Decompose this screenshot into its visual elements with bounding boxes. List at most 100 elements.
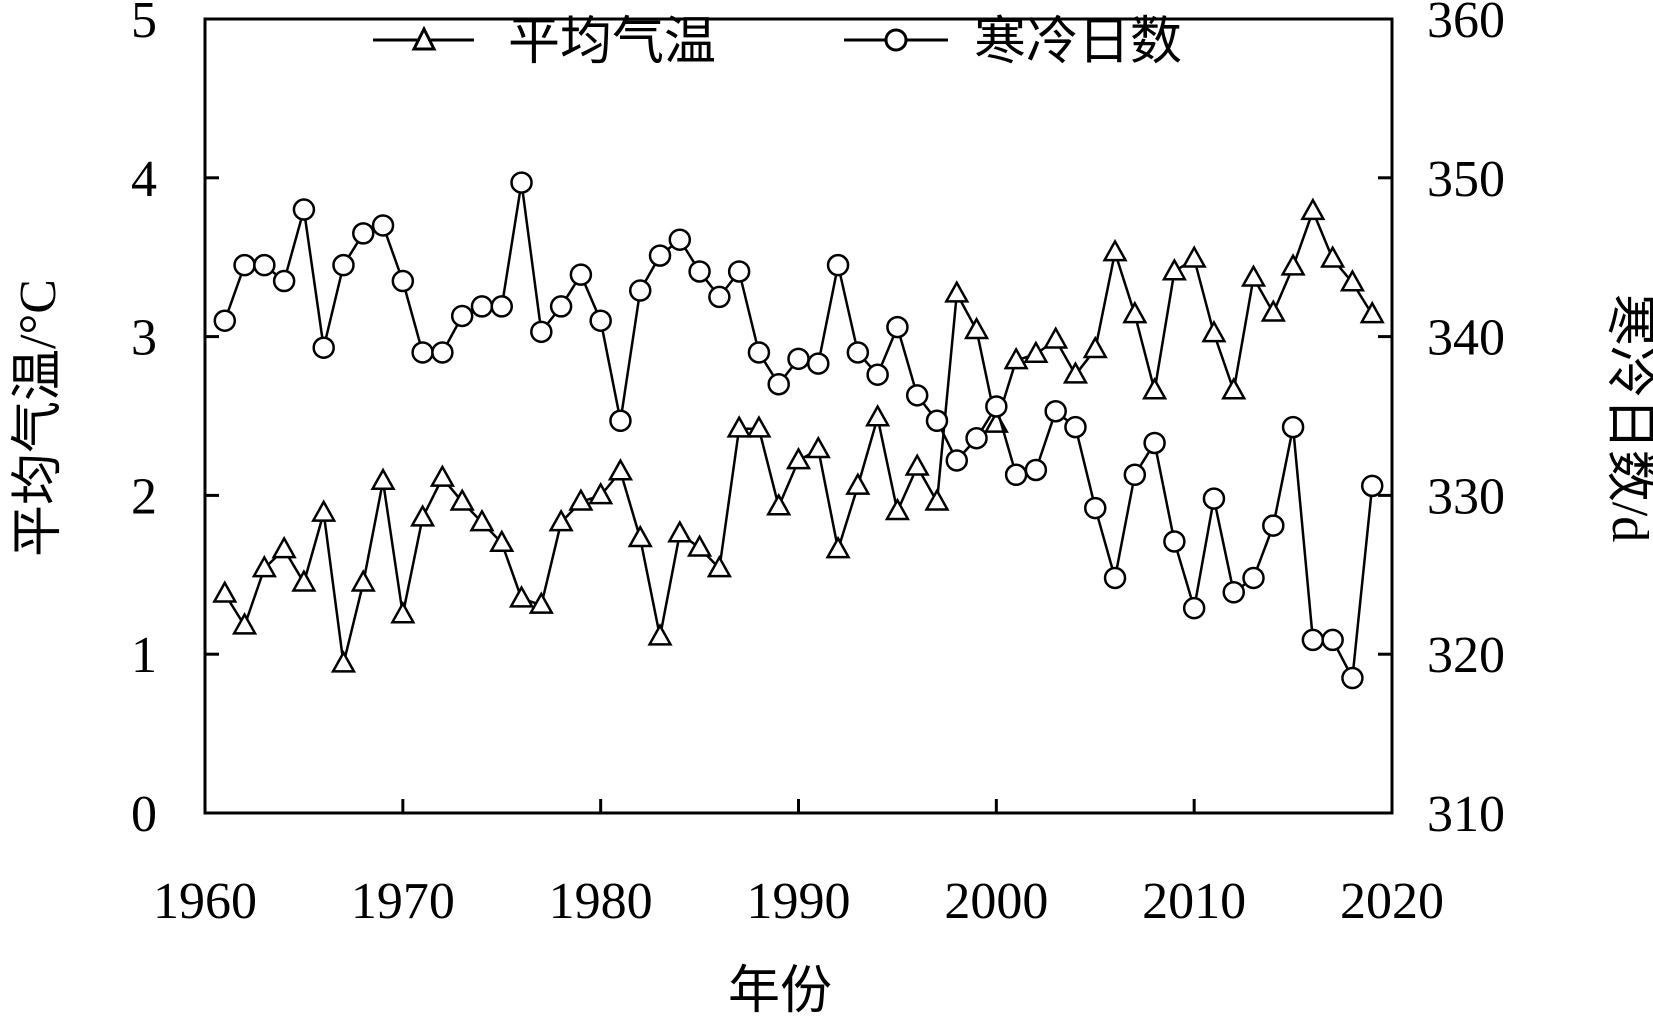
data-point-cold-days: [1242, 566, 1265, 590]
data-point-temperature: [1122, 300, 1148, 324]
data-point-temperature: [212, 580, 238, 603]
y-left-tick-label: 1: [131, 627, 157, 684]
data-point-temperature: [1339, 269, 1366, 292]
data-point-temperature: [548, 508, 574, 532]
data-point-temperature: [271, 535, 297, 559]
data-point-cold-days: [668, 228, 692, 251]
x-tick-label: 1960: [153, 873, 257, 930]
data-point-cold-days: [450, 304, 474, 328]
data-point-cold-days: [945, 449, 969, 472]
data-point-temperature: [1043, 326, 1069, 349]
data-point-temperature: [311, 499, 337, 522]
data-point-temperature: [667, 519, 693, 543]
data-point-cold-days: [708, 285, 731, 309]
data-point-cold-days: [1182, 596, 1206, 620]
data-point-temperature: [1300, 197, 1326, 221]
data-point-cold-days: [490, 295, 513, 318]
data-point-temperature: [1062, 361, 1089, 384]
data-point-cold-days: [985, 395, 1008, 418]
data-point-cold-days: [787, 347, 810, 371]
data-point-cold-days: [1281, 415, 1305, 439]
y-right-tick-label: 330: [1427, 468, 1505, 525]
data-point-temperature: [410, 504, 436, 527]
data-point-cold-days: [628, 279, 652, 302]
data-point-temperature: [726, 415, 752, 438]
y-right-tick-label: 310: [1427, 786, 1505, 843]
data-point-cold-days: [1262, 514, 1285, 537]
data-point-temperature: [766, 492, 792, 516]
data-point-temperature: [1240, 264, 1267, 287]
y-axis-title-left: 平均气温/°C: [10, 279, 67, 557]
legend-entry-temperature: 平均气温: [373, 14, 716, 71]
data-point-temperature: [825, 535, 851, 559]
data-point-cold-days: [866, 363, 889, 386]
data-point-cold-days: [1123, 463, 1147, 487]
x-axis-title: 年份: [728, 963, 832, 1020]
plot-frame: [203, 17, 1394, 815]
data-point-temperature: [231, 612, 258, 635]
data-point-temperature: [1280, 253, 1306, 276]
data-point-cold-days: [826, 253, 850, 277]
y-right-tick-label: 350: [1427, 151, 1505, 208]
data-point-cold-days: [312, 336, 335, 359]
y-axis-title-right: 寒冷日数/d: [1601, 294, 1653, 542]
data-point-temperature: [904, 453, 930, 476]
data-point-cold-days: [233, 253, 256, 277]
series-layer: [212, 171, 1385, 690]
data-point-temperature: [568, 488, 594, 511]
data-point-temperature: [706, 554, 732, 578]
y-left-tick-label: 0: [131, 786, 157, 843]
data-point-cold-days: [688, 260, 711, 283]
data-point-cold-days: [1103, 566, 1127, 590]
data-point-temperature: [1221, 377, 1247, 400]
data-point-cold-days: [1360, 474, 1384, 498]
x-tick-label: 1970: [351, 873, 455, 930]
data-point-cold-days: [411, 341, 434, 364]
data-point-cold-days: [807, 352, 830, 375]
x-tick-label: 2010: [1142, 873, 1246, 930]
data-point-cold-days: [1044, 399, 1067, 423]
data-point-temperature: [1023, 340, 1049, 364]
data-point-temperature: [1161, 257, 1187, 281]
legend-marker-temperature: [411, 25, 437, 51]
y-left-tick-label: 4: [131, 151, 157, 208]
data-point-cold-days: [510, 171, 533, 194]
data-point-temperature: [291, 569, 317, 592]
legend-label-cold-days: 寒冷日数: [974, 14, 1182, 71]
data-point-temperature: [746, 415, 772, 438]
data-point-cold-days: [530, 320, 553, 344]
x-tick-label: 2000: [944, 873, 1048, 930]
data-point-temperature: [251, 554, 277, 578]
data-point-cold-days: [609, 409, 632, 433]
data-point-cold-days: [1024, 458, 1048, 482]
data-point-cold-days: [1301, 628, 1325, 652]
data-point-temperature: [508, 585, 535, 608]
data-point-cold-days: [648, 244, 672, 267]
data-point-cold-days: [352, 222, 375, 245]
data-point-temperature: [1201, 319, 1227, 343]
data-point-temperature: [528, 591, 554, 614]
data-point-cold-days: [1321, 628, 1344, 652]
data-point-temperature: [1142, 377, 1168, 400]
data-point-temperature: [607, 458, 634, 481]
x-tick-label: 2020: [1340, 873, 1444, 930]
data-point-temperature: [944, 280, 970, 303]
data-point-cold-days: [253, 253, 276, 277]
data-point-temperature: [1003, 346, 1029, 370]
data-point-temperature: [785, 446, 812, 470]
legend-marker-cold-days: [884, 28, 908, 52]
data-point-cold-days: [747, 341, 771, 364]
data-point-temperature: [1320, 245, 1346, 268]
data-point-temperature: [330, 650, 357, 673]
data-point-cold-days: [886, 315, 909, 339]
data-point-temperature: [805, 435, 831, 459]
legend-label-temperature: 平均气温: [508, 14, 716, 71]
data-point-cold-days: [213, 309, 237, 332]
data-point-temperature: [1082, 335, 1108, 359]
data-point-temperature: [370, 467, 396, 491]
y-left-tick-label: 5: [131, 0, 157, 49]
data-point-temperature: [469, 508, 495, 532]
data-point-temperature: [1260, 299, 1286, 322]
data-point-temperature: [845, 472, 871, 495]
